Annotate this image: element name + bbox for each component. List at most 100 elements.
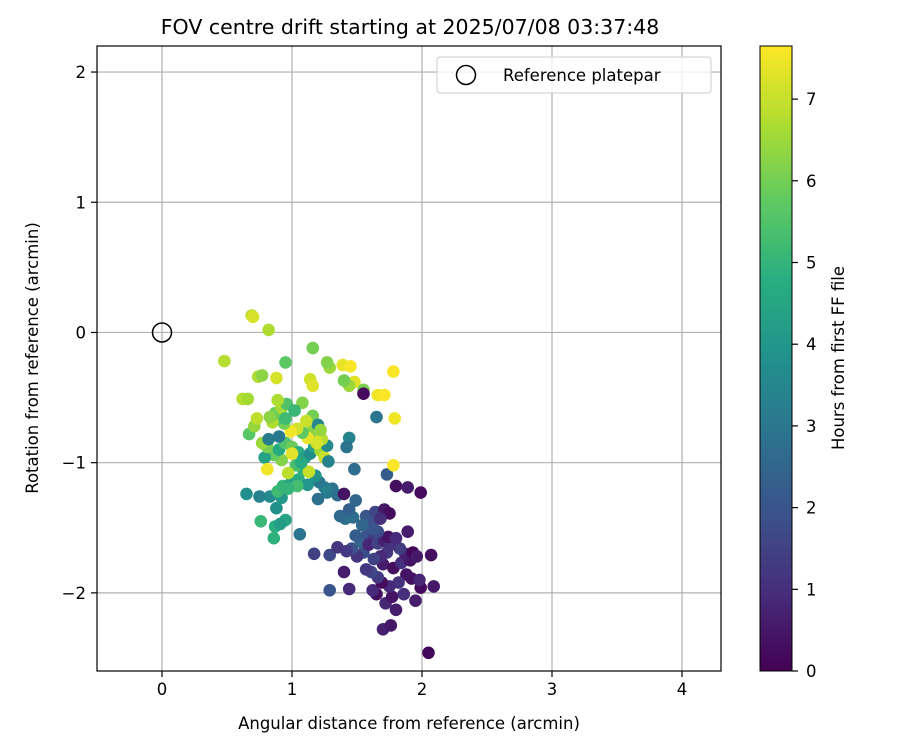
data-point [306, 341, 320, 355]
data-point [337, 487, 351, 501]
data-point [331, 541, 344, 554]
x-tick-label: 0 [157, 680, 168, 699]
data-point [288, 404, 301, 417]
y-tick-label: 0 [76, 323, 87, 342]
data-point [422, 646, 435, 660]
colorbar-gradient [759, 45, 793, 672]
data-point [258, 451, 272, 464]
data-point [274, 517, 287, 531]
data-point [271, 393, 285, 407]
data-point [254, 515, 268, 528]
data-point [285, 447, 299, 460]
data-point [387, 365, 400, 378]
y-tick-label: −2 [62, 584, 86, 603]
data-point [241, 392, 255, 406]
data-point [255, 369, 269, 382]
x-axis-label: Angular distance from reference (arcmin) [238, 714, 580, 733]
data-point [322, 455, 335, 468]
data-point [384, 619, 398, 632]
data-point [323, 584, 337, 597]
data-point [367, 552, 381, 566]
data-point [279, 356, 292, 369]
x-tick-label: 3 [547, 680, 558, 699]
data-point [401, 481, 415, 494]
data-point [370, 410, 383, 424]
data-point [279, 412, 292, 425]
data-point [400, 568, 413, 581]
data-point [320, 356, 334, 369]
data-point [410, 550, 424, 563]
data-point [359, 563, 373, 576]
data-point [387, 459, 400, 472]
x-tick-label: 1 [287, 680, 298, 699]
data-point [380, 468, 394, 481]
data-point [262, 432, 275, 446]
data-point [263, 410, 277, 424]
data-point [300, 414, 313, 428]
data-point [246, 310, 260, 324]
data-point [337, 374, 351, 387]
colorbar-tick-label: 7 [806, 90, 817, 109]
data-point [414, 486, 428, 499]
y-axis-ticks: −2 −1 0 1 2 [62, 63, 97, 603]
colorbar-tick-label: 4 [806, 335, 817, 354]
y-axis-label: Rotation from reference (arcmin) [23, 222, 42, 494]
data-point [267, 531, 281, 545]
data-point [349, 529, 363, 542]
data-point [401, 525, 415, 538]
data-point [261, 462, 274, 476]
data-point [424, 548, 438, 562]
data-point [314, 423, 327, 437]
chart-title: FOV centre drift starting at 2025/07/08 … [161, 15, 660, 39]
data-point [342, 582, 356, 596]
y-tick-label: 2 [76, 63, 87, 82]
data-point [218, 354, 231, 368]
colorbar-tick-label: 2 [806, 499, 817, 518]
colorbar-label: Hours from first FF file [829, 266, 848, 450]
data-point [306, 379, 320, 393]
data-point [293, 528, 307, 541]
colorbar-tick-label: 1 [806, 580, 817, 599]
data-point [383, 507, 396, 520]
colorbar-ticks: 0 1 2 3 4 5 6 7 [792, 90, 817, 681]
data-point [272, 430, 286, 443]
data-point [270, 501, 283, 515]
colorbar-tick-label: 0 [806, 662, 817, 681]
y-tick-label: −1 [62, 454, 86, 473]
legend-open-circle-icon [455, 64, 477, 86]
legend-box [436, 56, 712, 94]
data-point [337, 565, 351, 579]
data-point [340, 440, 353, 454]
data-point [240, 487, 253, 501]
legend-entry-reference: Reference platepar [503, 66, 661, 85]
data-point [348, 462, 361, 476]
data-point [355, 518, 369, 532]
data-point [262, 323, 275, 337]
colorbar-tick-label: 3 [806, 417, 817, 436]
data-point [427, 580, 441, 593]
plot-frame [96, 45, 722, 672]
data-point [344, 360, 357, 373]
data-point [385, 590, 399, 604]
x-axis-ticks: 0 1 2 3 4 [157, 671, 687, 699]
reference-platepar-marker [151, 322, 173, 343]
colorbar: 0 1 2 3 4 5 6 7 Hours from first FF file [759, 45, 848, 681]
data-point [389, 479, 403, 493]
data-point [294, 456, 308, 470]
data-point [378, 388, 391, 402]
data-point [253, 490, 266, 503]
data-point [367, 522, 381, 536]
colorbar-tick-label: 6 [806, 172, 817, 191]
data-point [413, 573, 426, 587]
data-point [342, 503, 356, 516]
data-point [388, 412, 402, 425]
data-point [301, 478, 314, 492]
data-point [250, 412, 264, 425]
data-points [218, 309, 441, 660]
data-point [307, 547, 321, 561]
data-point [389, 531, 403, 545]
data-point [349, 494, 363, 507]
data-point [333, 509, 347, 523]
data-point [323, 548, 337, 562]
